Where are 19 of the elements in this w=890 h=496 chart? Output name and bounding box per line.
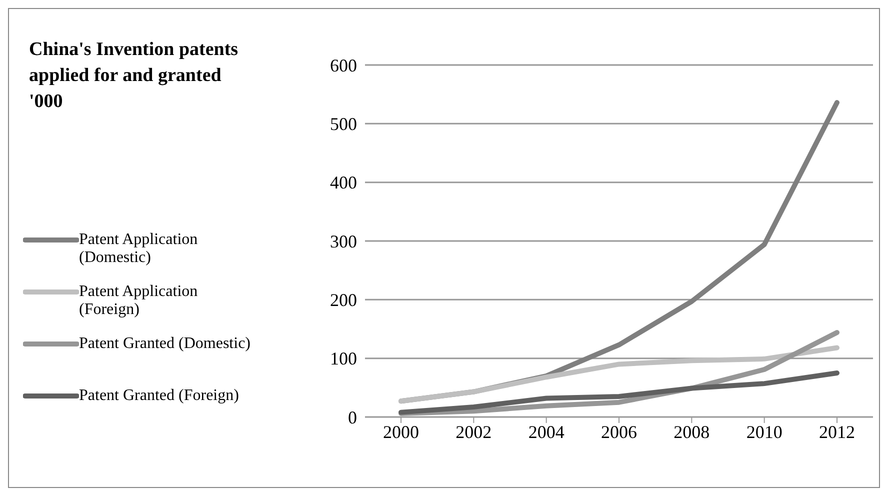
y-tick-label: 0: [348, 407, 357, 428]
y-tick-label: 600: [330, 55, 357, 76]
y-tick-label: 200: [330, 290, 357, 310]
x-tick-label: 2010: [746, 422, 782, 442]
y-tick-label: 500: [330, 114, 357, 134]
x-tick-label: 2012: [819, 422, 855, 442]
legend-label: Patent Granted (Domestic): [79, 335, 252, 353]
x-tick-label: 2008: [674, 422, 710, 442]
x-tick-label: 2000: [383, 422, 419, 442]
legend-label: Patent Application (Foreign): [79, 283, 199, 319]
y-tick-label: 100: [330, 348, 357, 369]
legend-label: Patent Application (Domestic): [79, 231, 199, 267]
x-tick-label: 2002: [456, 422, 492, 442]
y-tick-label: 400: [330, 172, 357, 193]
legend-label: Patent Granted (Foreign): [79, 387, 240, 405]
y-tick-label: 300: [330, 231, 357, 252]
x-tick-label: 2004: [528, 422, 564, 442]
x-tick-label: 2006: [601, 422, 637, 442]
text: China's Invention patents applied for and granted '000: [29, 38, 240, 114]
